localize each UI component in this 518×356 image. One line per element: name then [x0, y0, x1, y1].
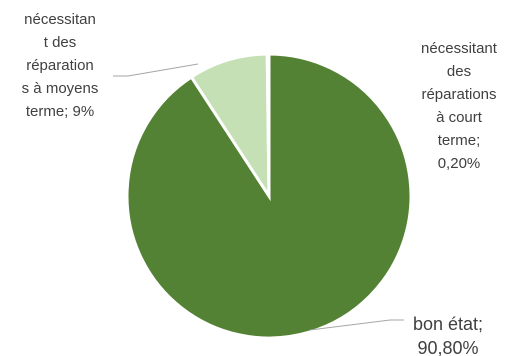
slice-label-line: 90,80%	[417, 338, 478, 356]
slice-label-line: s à moyens	[22, 80, 99, 97]
slice-label-line: réparations	[421, 86, 496, 103]
slice-label-line: des	[447, 63, 471, 80]
slice-label-2: nécessitant des réparations à court terme; 0,…	[421, 40, 498, 172]
slice-labels: bon état; 90,80%nécessitan t des réparation…	[22, 11, 498, 356]
slice-label-line: à court	[436, 109, 483, 126]
slice-label-0: bon état; 90,80%	[413, 314, 483, 356]
slice-label-line: terme; 9%	[26, 103, 94, 120]
slice-label-line: bon état;	[413, 314, 483, 334]
slice-label-line: nécessitant	[421, 40, 498, 57]
slice-label-line: terme;	[438, 132, 481, 149]
slice-label-line: réparation	[26, 57, 94, 74]
slice-label-1: nécessitan t des réparation s à moyens terme…	[22, 11, 99, 120]
slice-label-line: t des	[44, 34, 77, 51]
pie-slice-1	[189, 52, 271, 202]
leader-line-0	[309, 319, 404, 331]
slice-label-line: 0,20%	[438, 155, 481, 172]
leader-line-1	[113, 63, 199, 77]
pie-slice-2	[265, 52, 271, 197]
leader-lines	[113, 63, 404, 331]
slice-label-line: nécessitan	[24, 11, 96, 28]
pie-slices	[125, 52, 413, 340]
